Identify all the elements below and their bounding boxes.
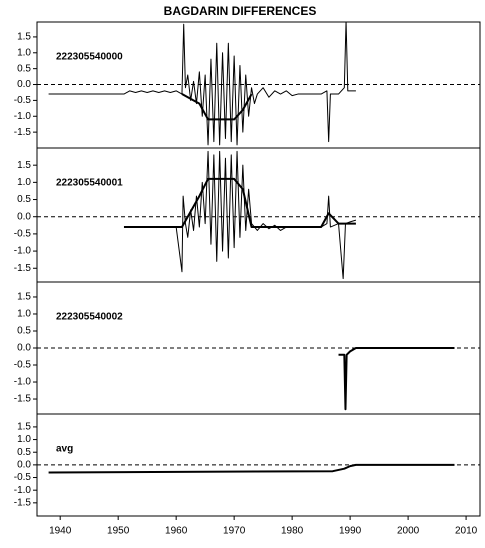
series-label: 222305540000 (56, 52, 123, 63)
panel-frame (36, 147, 481, 283)
x-tick-label: 1970 (223, 526, 246, 537)
y-tick-label: 1.0 (17, 309, 31, 320)
line (48, 463, 455, 474)
y-tick-label: -0.5 (14, 95, 32, 106)
line (123, 177, 356, 229)
x-tick-label: 1980 (281, 526, 304, 537)
y-tick-label: 0.0 (17, 79, 31, 90)
line (48, 22, 356, 146)
chart-title: BAGDARIN DIFFERENCES (164, 4, 317, 18)
series-label: avg (56, 444, 73, 455)
y-tick-label: 0.5 (17, 447, 31, 458)
y-tick-label: 1.5 (17, 32, 31, 43)
y-tick-label: 0.5 (17, 326, 31, 337)
x-tick-label: 1950 (107, 526, 130, 537)
y-tick-label: -1.5 (14, 263, 32, 274)
line (338, 347, 455, 411)
y-tick-label: -0.5 (14, 472, 32, 483)
y-tick-label: -0.5 (14, 229, 32, 240)
x-tick-label: 1990 (339, 526, 362, 537)
y-tick-label: -1.5 (14, 497, 32, 508)
y-tick-label: 1.5 (17, 160, 31, 171)
y-tick-label: 1.0 (17, 177, 31, 188)
x-tick-label: 1960 (165, 526, 188, 537)
series-label: 222305540002 (56, 312, 123, 323)
y-tick-label: -1.0 (14, 485, 32, 496)
y-tick-label: 1.5 (17, 292, 31, 303)
y-tick-label: 0.0 (17, 211, 31, 222)
line (181, 93, 253, 121)
x-tick-label: 2010 (455, 526, 478, 537)
y-tick-label: 0.5 (17, 63, 31, 74)
y-tick-label: -1.5 (14, 394, 32, 405)
y-tick-label: -1.0 (14, 246, 32, 257)
x-tick-label: 1940 (49, 526, 72, 537)
y-tick-label: 0.5 (17, 194, 31, 205)
y-tick-label: 1.0 (17, 47, 31, 58)
y-tick-label: 1.0 (17, 434, 31, 445)
series-label: 222305540001 (56, 178, 123, 189)
y-tick-label: -0.5 (14, 360, 32, 371)
y-tick-label: -1.0 (14, 377, 32, 388)
y-tick-label: 0.0 (17, 460, 31, 471)
line (123, 150, 357, 280)
y-tick-label: 0.0 (17, 343, 31, 354)
y-tick-label: -1.0 (14, 111, 32, 122)
y-tick-label: 1.5 (17, 422, 31, 433)
y-tick-label: -1.5 (14, 127, 32, 138)
x-tick-label: 2000 (397, 526, 420, 537)
